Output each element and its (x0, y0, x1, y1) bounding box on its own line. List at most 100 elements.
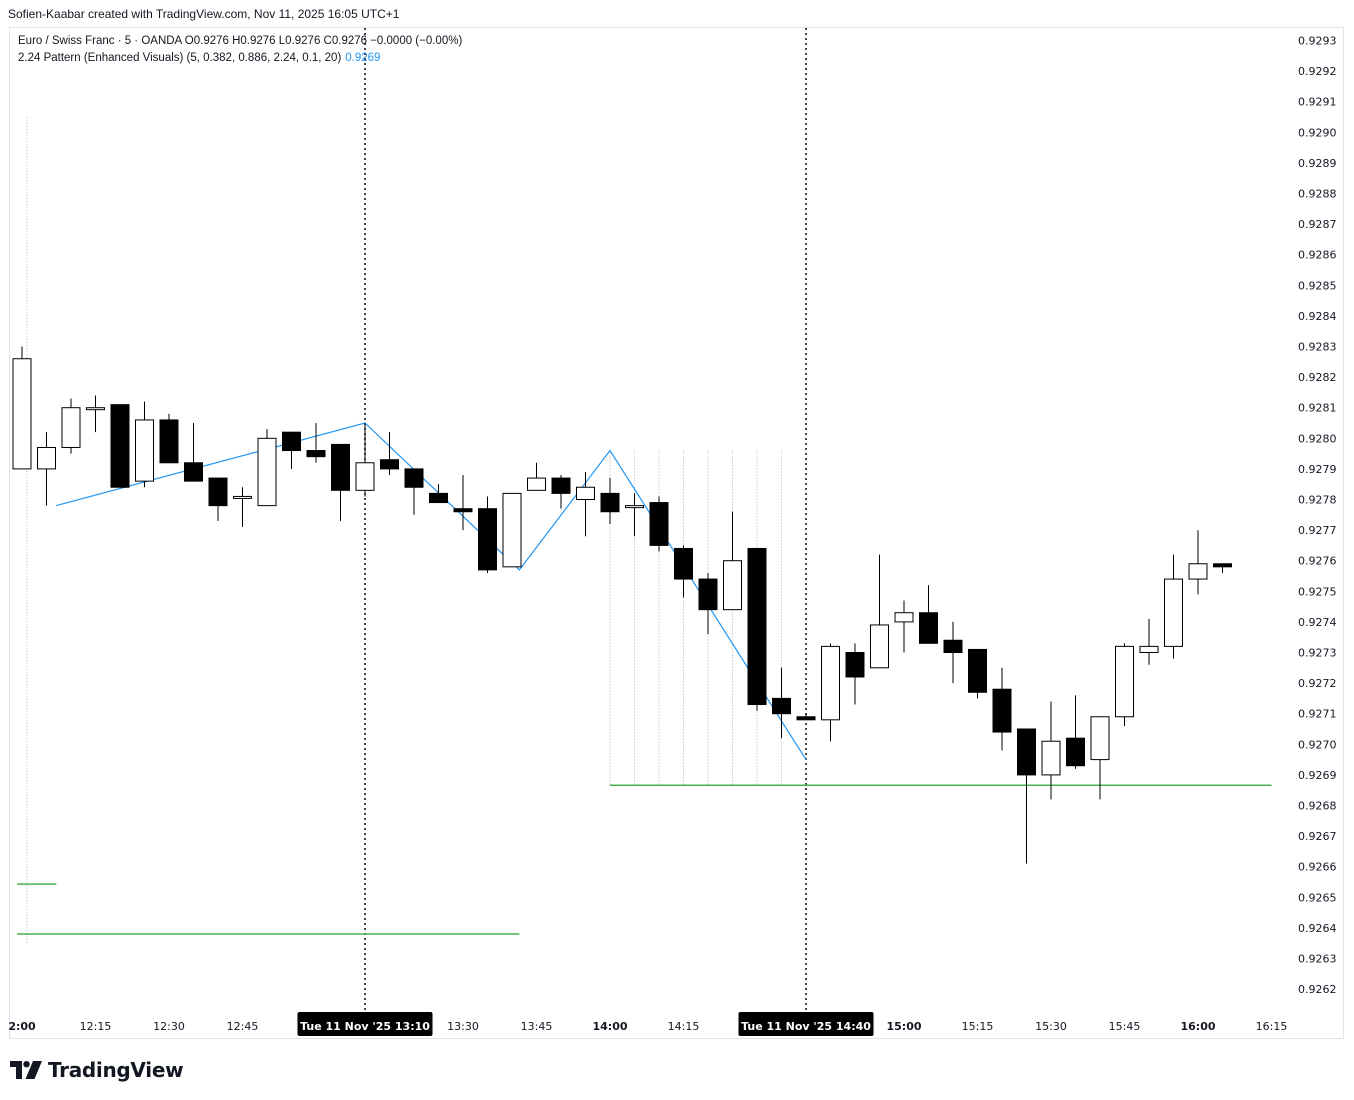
price-tick-label: 0.9287 (1298, 218, 1337, 231)
candle-body (404, 468, 424, 488)
price-tick-label: 0.9283 (1298, 341, 1337, 354)
candle-body (1066, 737, 1085, 767)
candle (1164, 554, 1183, 659)
candle (649, 496, 669, 552)
time-tick-label: 13:45 (521, 1020, 553, 1033)
candle-body (1041, 740, 1061, 776)
candle (110, 404, 130, 488)
candle (61, 398, 81, 454)
candle (380, 432, 399, 476)
price-tick-label: 0.9277 (1298, 524, 1337, 537)
candle (184, 423, 203, 482)
candle (527, 462, 546, 491)
candle-body (845, 652, 865, 678)
candle-body (723, 560, 742, 611)
candle (208, 477, 228, 521)
price-tick-label: 0.9290 (1298, 126, 1337, 139)
candle-body (821, 645, 840, 721)
price-tick-label: 0.9267 (1298, 830, 1337, 843)
price-tick-label: 0.9280 (1298, 432, 1337, 445)
candle (1017, 728, 1036, 864)
candle-body (796, 716, 816, 721)
candle-body (355, 462, 375, 491)
price-tick-label: 0.9292 (1298, 65, 1337, 78)
price-tick-label: 0.9272 (1298, 677, 1337, 690)
candle (404, 468, 424, 515)
candle (919, 585, 938, 644)
candle (894, 600, 914, 653)
price-tick-label: 0.9262 (1298, 983, 1337, 996)
price-tick-label: 0.9264 (1298, 922, 1337, 935)
candle (1213, 563, 1232, 573)
tradingview-logo-icon (10, 1061, 42, 1079)
candle-body (600, 492, 620, 513)
time-tick-label: 2:00 (8, 1020, 36, 1033)
candle (478, 496, 497, 573)
candle-body (943, 639, 963, 654)
candle-body (1090, 716, 1110, 761)
indicator-legend-text: 2.24 Pattern (Enhanced Visuals) (5, 0.38… (18, 52, 342, 64)
candle (943, 621, 963, 684)
time-tick-label: 16:00 (1180, 1020, 1215, 1033)
candle (870, 554, 889, 669)
price-tick-label: 0.9282 (1298, 371, 1337, 384)
candle (12, 346, 32, 470)
price-tick-label: 0.9284 (1298, 310, 1337, 323)
candle-body (159, 419, 179, 464)
price-tick-label: 0.9281 (1298, 402, 1337, 415)
candle-body (110, 404, 130, 488)
candle (845, 643, 865, 705)
candle (992, 667, 1012, 751)
cursor-time-label-bg (738, 1012, 874, 1036)
candle (306, 423, 326, 463)
candle-body (992, 688, 1012, 733)
candles (12, 346, 1232, 864)
candle-body (257, 437, 277, 507)
candle (772, 667, 791, 739)
tradingview-logo[interactable]: TradingView (10, 1058, 184, 1082)
price-tick-label: 0.9288 (1298, 188, 1337, 201)
candle-body (1017, 728, 1036, 776)
price-tick-label: 0.9286 (1298, 249, 1337, 262)
price-tick-label: 0.9278 (1298, 494, 1337, 507)
time-tick-label: 16:15 (1256, 1020, 1288, 1033)
candle (576, 471, 595, 537)
indicator-legend[interactable]: 2.24 Pattern (Enhanced Visuals) (5, 0.38… (18, 52, 380, 64)
candle (355, 423, 375, 497)
candle-body (968, 648, 987, 693)
candle (502, 492, 522, 568)
time-tick-label: 15:00 (886, 1020, 921, 1033)
candle-body (453, 508, 473, 513)
candle-body (282, 431, 301, 452)
candle (821, 643, 840, 742)
price-tick-label: 0.9274 (1298, 616, 1337, 629)
candle (796, 713, 816, 721)
symbol-legend[interactable]: Euro / Swiss Franc · 5 · OANDA O0.9276 H… (18, 35, 462, 47)
indicator-value: 0.9269 (345, 52, 381, 64)
candle-body (1213, 563, 1232, 568)
candle-body (233, 495, 252, 499)
time-tick-label: 12:15 (80, 1020, 112, 1033)
candle-body (184, 462, 203, 482)
candle-body (86, 407, 105, 411)
price-tick-label: 0.9275 (1298, 585, 1337, 598)
candle (1139, 618, 1159, 665)
candle (968, 648, 987, 699)
candle (233, 487, 252, 528)
price-tick-label: 0.9279 (1298, 463, 1337, 476)
candle-body (208, 477, 228, 507)
candle-body (576, 486, 595, 501)
candle-body (625, 505, 644, 509)
candle-body (1188, 563, 1208, 580)
candle-body (747, 547, 767, 706)
cursor-time-label: Tue 11 Nov '25 13:10 (300, 1020, 430, 1033)
candle (1066, 695, 1085, 769)
price-tick-label: 0.9271 (1298, 708, 1337, 721)
candle (600, 478, 620, 524)
candle (282, 431, 301, 469)
candle (135, 401, 154, 488)
candle (453, 475, 473, 531)
price-tick-label: 0.9291 (1298, 96, 1337, 109)
candle (1188, 530, 1208, 595)
